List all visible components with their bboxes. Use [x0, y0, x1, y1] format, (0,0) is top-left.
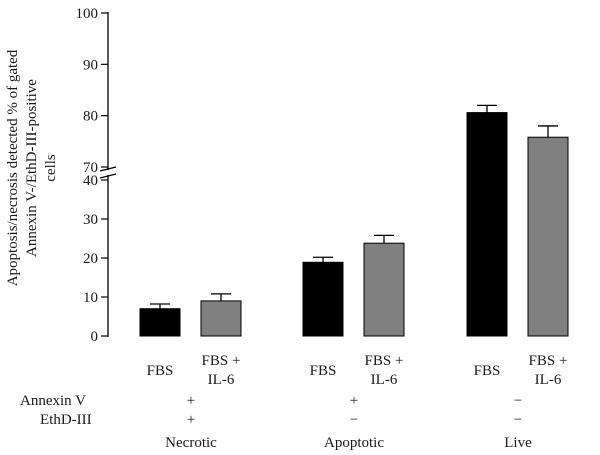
- axis-break-mark: [99, 166, 117, 172]
- x-tick-label: IL-6: [208, 372, 235, 388]
- y-tick-label: 10: [83, 290, 98, 306]
- bar-marks: [139, 112, 569, 337]
- group-label: Apoptotic: [324, 435, 384, 451]
- x-tick-label: FBS: [474, 363, 501, 379]
- x-tick-label: FBS +: [202, 353, 241, 369]
- annexin-sign: −: [514, 393, 522, 409]
- y-tick-label: 40: [83, 173, 98, 189]
- y-tick-label: 0: [91, 329, 99, 345]
- y-tick-label: 70: [83, 160, 98, 176]
- bar: [302, 261, 344, 337]
- x-tick-label: FBS: [310, 363, 337, 379]
- y-axis-label: Apoptosis/necrosis detected % of gated An…: [5, 49, 59, 286]
- group-label: Live: [504, 435, 532, 451]
- axis-break-mark: [99, 173, 117, 179]
- x-tick-label: FBS +: [365, 353, 404, 369]
- y-tick-label: 30: [83, 212, 98, 228]
- y-tick-label: 100: [76, 6, 99, 22]
- y-axis-label-line: cells: [43, 154, 59, 182]
- x-tick-label: IL-6: [535, 372, 562, 388]
- ethd-sign: −: [350, 412, 358, 428]
- condition-rows: Annexin V EthD-III + + Necrotic + − Apoptotic − −…: [20, 393, 532, 451]
- x-tick-label: IL-6: [371, 372, 398, 388]
- row-label-ethd: EthD-III: [40, 412, 92, 428]
- row-label-annexin: Annexin V: [20, 393, 86, 409]
- x-tick-label: FBS +: [529, 353, 568, 369]
- group-label: Necrotic: [165, 435, 217, 451]
- bar: [139, 308, 181, 337]
- y-axis-label-line: Apoptosis/necrosis detected % of gated: [5, 49, 21, 286]
- ethd-sign: −: [514, 412, 522, 428]
- annexin-sign: +: [350, 393, 358, 409]
- y-tick-label: 80: [83, 109, 98, 125]
- ethd-sign: +: [187, 412, 195, 428]
- x-tick-labels: FBS FBS + IL-6 FBS FBS + IL-6 FBS FBS + IL-6: [147, 353, 568, 388]
- y-tick-label: 20: [83, 251, 98, 267]
- bar: [527, 136, 569, 337]
- y-axis-label-line: Annexin V-/EthD-III-positive: [24, 79, 40, 257]
- bar: [466, 112, 508, 337]
- x-tick-label: FBS: [147, 363, 174, 379]
- bar: [200, 300, 242, 337]
- error-bars: [150, 104, 558, 309]
- annexin-sign: +: [187, 393, 195, 409]
- y-tick-label: 90: [83, 57, 98, 73]
- bar: [363, 242, 405, 337]
